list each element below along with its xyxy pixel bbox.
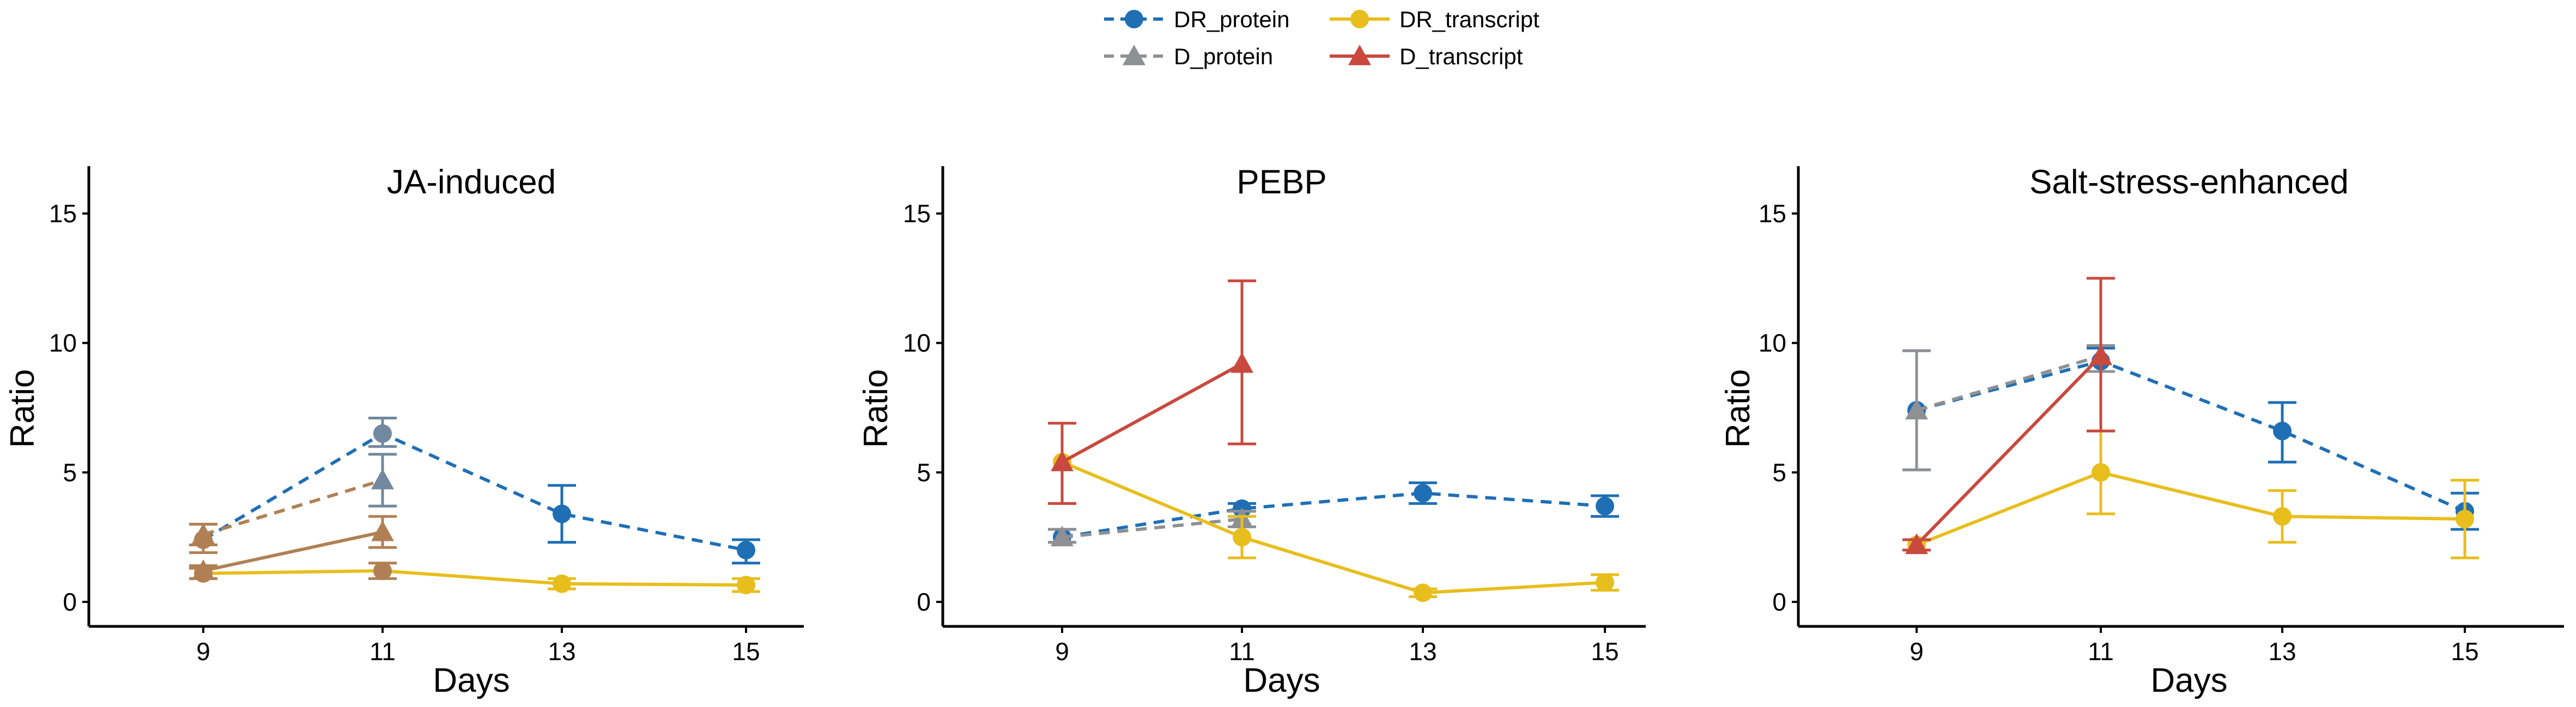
x-tick-label: 13 bbox=[2268, 637, 2296, 666]
series-d-transcript bbox=[1902, 277, 2115, 554]
x-tick-label: 15 bbox=[1591, 637, 1619, 666]
plot-area: 0 5 10 15 9 11 13 15 bbox=[1759, 166, 2564, 666]
y-tick-label: 15 bbox=[1759, 199, 1786, 228]
data-point bbox=[371, 520, 394, 541]
series-dr-protein bbox=[189, 417, 760, 565]
legend-item-dr-protein: DR_protein bbox=[1104, 7, 1289, 32]
panel-pebp: PEBP Ratio Days 0 5 10 15 9 11 13 15 bbox=[857, 163, 1646, 699]
series-dr-transcript bbox=[1048, 422, 1619, 602]
data-point bbox=[371, 468, 394, 490]
x-tick-label: 15 bbox=[732, 637, 760, 666]
legend-label: DR_protein bbox=[1174, 7, 1289, 32]
legend-item-d-protein: D_protein bbox=[1104, 44, 1273, 69]
series-line bbox=[203, 569, 747, 587]
series-line bbox=[203, 530, 383, 572]
data-point bbox=[373, 561, 392, 580]
legend-marker bbox=[1350, 10, 1369, 28]
x-tick-label: 9 bbox=[1910, 637, 1924, 666]
legend-label: D_protein bbox=[1174, 44, 1273, 69]
series-line bbox=[1916, 471, 2465, 547]
data-point bbox=[194, 564, 213, 583]
data-point bbox=[553, 574, 571, 593]
data-point bbox=[192, 523, 215, 544]
data-point bbox=[1414, 484, 1432, 503]
series-dr-protein bbox=[1902, 346, 2479, 531]
x-tick-label: 13 bbox=[1409, 637, 1437, 666]
legend-item-dr-transcript: DR_transcript bbox=[1330, 7, 1539, 32]
y-tick-label: 10 bbox=[49, 329, 77, 357]
y-tick-label: 10 bbox=[903, 329, 931, 357]
x-tick-label: 11 bbox=[369, 637, 396, 666]
data-point bbox=[2273, 507, 2292, 526]
series-d-protein bbox=[189, 453, 397, 546]
legend-label: D_transcript bbox=[1399, 44, 1523, 69]
x-axis-label: Days bbox=[433, 662, 510, 699]
series-line bbox=[203, 478, 383, 537]
panel-title: JA-induced bbox=[387, 163, 556, 201]
data-point bbox=[2456, 509, 2474, 528]
legend-label: DR_transcript bbox=[1399, 7, 1539, 32]
y-tick-label: 0 bbox=[917, 588, 931, 616]
panel-title: PEBP bbox=[1237, 163, 1326, 201]
data-point bbox=[1233, 528, 1251, 547]
series-d-protein bbox=[1048, 507, 1256, 546]
data-point bbox=[737, 576, 755, 595]
data-point bbox=[1596, 497, 1614, 516]
panel-salt-stress-enhanced: Salt-stress-enhanced Ratio Days 0 5 10 15 9 1… bbox=[1719, 163, 2564, 699]
x-tick-label: 13 bbox=[548, 637, 575, 666]
legend-marker bbox=[1125, 10, 1143, 28]
series-dr-transcript bbox=[1902, 429, 2479, 559]
data-point bbox=[1596, 573, 1614, 592]
x-tick-label: 9 bbox=[1055, 637, 1069, 666]
y-tick-label: 10 bbox=[1759, 329, 1786, 357]
series-d-transcript bbox=[1048, 279, 1256, 505]
y-axis-label: Ratio bbox=[4, 369, 41, 448]
x-axis-label: Days bbox=[2150, 662, 2227, 699]
y-axis-label: Ratio bbox=[1719, 369, 1757, 448]
data-point bbox=[373, 424, 392, 443]
series-dr-transcript bbox=[189, 561, 760, 595]
data-point bbox=[737, 540, 755, 559]
series-line bbox=[1916, 359, 2466, 513]
series-line bbox=[1062, 491, 1605, 539]
legend-marker bbox=[1123, 45, 1145, 65]
y-tick-label: 15 bbox=[49, 199, 77, 228]
y-tick-label: 0 bbox=[63, 588, 77, 616]
panel-ja-induced: JA-induced Ratio Days 0 5 10 15 9 11 13 15 bbox=[4, 163, 804, 699]
y-tick-label: 5 bbox=[63, 458, 77, 486]
data-point bbox=[1051, 450, 1074, 472]
data-point bbox=[2089, 344, 2112, 365]
data-point bbox=[1414, 583, 1432, 602]
data-point bbox=[2092, 463, 2110, 482]
y-axis-label: Ratio bbox=[857, 369, 895, 448]
data-point bbox=[1231, 352, 1253, 373]
legend-item-d-transcript: D_transcript bbox=[1330, 44, 1523, 69]
series-line bbox=[1062, 517, 1242, 539]
y-tick-label: 15 bbox=[903, 199, 931, 228]
series-line bbox=[1916, 354, 2101, 412]
y-tick-label: 0 bbox=[1772, 588, 1786, 616]
plot-area: 0 5 10 15 9 11 13 15 bbox=[903, 166, 1646, 666]
series-line bbox=[1915, 355, 2102, 546]
plot-area: 0 5 10 15 9 11 13 15 bbox=[49, 166, 804, 666]
data-point bbox=[553, 504, 571, 523]
x-tick-label: 15 bbox=[2451, 637, 2478, 666]
series-line bbox=[1061, 460, 1605, 595]
legend: DR_protein DR_transcript D_protein D_transc… bbox=[1104, 7, 1539, 69]
y-tick-label: 5 bbox=[1772, 458, 1786, 486]
x-axis-label: Days bbox=[1243, 662, 1320, 699]
legend-marker bbox=[1348, 45, 1371, 65]
x-tick-label: 9 bbox=[196, 637, 210, 666]
data-point bbox=[1051, 526, 1074, 546]
x-tick-label: 11 bbox=[2088, 637, 2114, 666]
data-point bbox=[2273, 422, 2292, 441]
data-point bbox=[1905, 533, 1928, 554]
series-line bbox=[1061, 362, 1243, 464]
panel-title: Salt-stress-enhanced bbox=[2029, 163, 2349, 201]
x-tick-label: 11 bbox=[1229, 637, 1255, 666]
series-line bbox=[202, 431, 747, 552]
y-tick-label: 5 bbox=[917, 458, 931, 486]
data-point bbox=[1905, 399, 1928, 420]
